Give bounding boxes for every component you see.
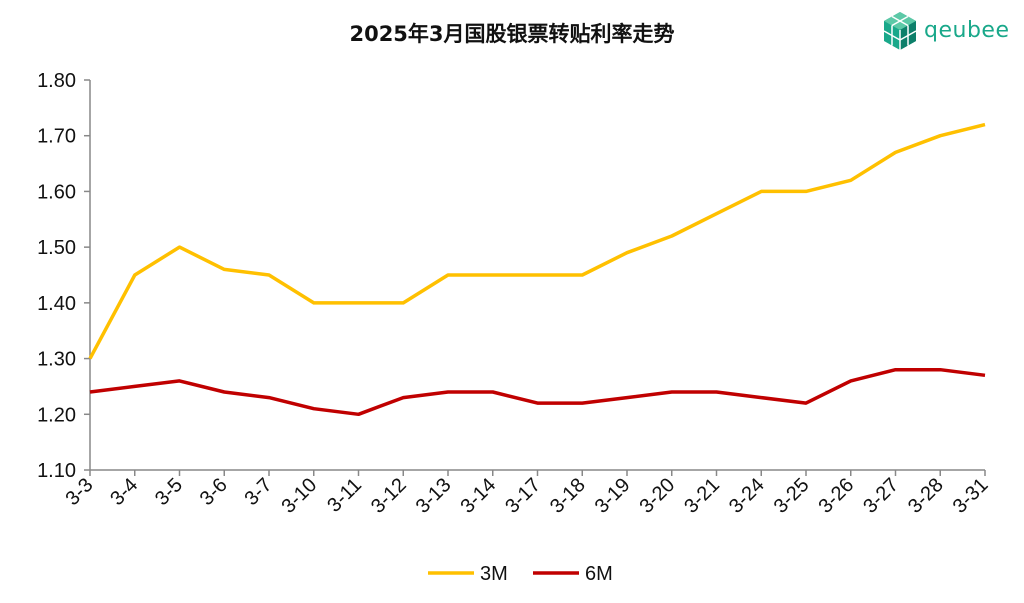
y-tick-label: 1.20 (37, 404, 76, 426)
series-line-6M (89, 367, 986, 417)
x-tick-label: 3-27 (859, 474, 903, 518)
x-tick-label: 3-18 (546, 474, 590, 518)
y-tick-label: 1.10 (37, 460, 76, 482)
series-line-3M (88, 122, 986, 360)
x-tick-label: 3-31 (949, 474, 993, 518)
cube-logo-icon (883, 12, 917, 50)
x-tick-label: 3-19 (591, 474, 635, 518)
logo-text: qeubee (924, 18, 1010, 43)
x-tick-label: 3-4 (106, 474, 142, 510)
x-tick-label: 3-20 (635, 474, 679, 518)
x-tick-label: 3-24 (725, 474, 769, 518)
x-tick-label: 3-6 (196, 474, 232, 510)
legend-label-3M: 3M (480, 563, 508, 585)
x-tick-label: 3-28 (904, 474, 948, 518)
x-tick-label: 3-12 (367, 474, 411, 518)
x-tick-label: 3-10 (277, 474, 321, 518)
y-tick-label: 1.40 (37, 293, 76, 315)
x-tick-label: 3-7 (241, 474, 277, 510)
legend-label-6M: 6M (585, 563, 613, 585)
y-tick-label: 1.50 (37, 237, 76, 259)
x-tick-label: 3-26 (814, 474, 858, 518)
x-tick-label: 3-14 (456, 474, 500, 518)
y-tick-label: 1.80 (37, 70, 76, 92)
series-layer (88, 122, 986, 417)
chart-legend: 3M 6M (428, 563, 613, 585)
chart-title: 2025年3月国股银票转贴利率走势 (349, 22, 675, 46)
chart-axes: 1.101.201.301.401.501.601.701.803-3 3-4 3-… (37, 70, 992, 518)
x-tick-label: 3-13 (412, 474, 456, 518)
y-tick-label: 1.60 (37, 181, 76, 203)
x-tick-label: 3-25 (770, 474, 814, 518)
y-tick-label: 1.30 (37, 349, 76, 371)
brand-logo: qeubee (880, 10, 1020, 56)
x-tick-label: 3-17 (501, 474, 545, 518)
x-tick-label: 3-5 (151, 474, 187, 510)
x-tick-label: 3-11 (323, 474, 366, 517)
y-tick-label: 1.70 (37, 126, 76, 148)
x-tick-label: 3-21 (680, 474, 724, 518)
